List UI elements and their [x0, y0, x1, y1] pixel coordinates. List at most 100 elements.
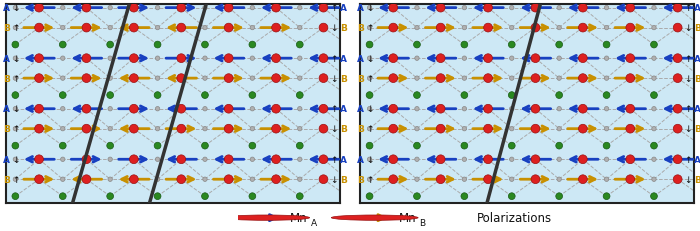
Circle shape: [415, 77, 419, 81]
Circle shape: [155, 57, 160, 61]
Circle shape: [296, 193, 303, 200]
Circle shape: [108, 26, 113, 31]
Circle shape: [650, 92, 657, 99]
Circle shape: [155, 77, 160, 81]
Circle shape: [319, 155, 328, 164]
Circle shape: [82, 24, 91, 33]
Circle shape: [298, 26, 302, 31]
Circle shape: [108, 57, 113, 61]
Circle shape: [177, 55, 186, 63]
Text: A: A: [357, 55, 364, 63]
Circle shape: [368, 127, 372, 131]
Circle shape: [130, 155, 139, 164]
Circle shape: [436, 175, 445, 184]
Text: B: B: [3, 175, 10, 184]
Circle shape: [578, 4, 587, 13]
Circle shape: [35, 24, 43, 33]
Text: ↑: ↑: [685, 4, 692, 13]
Circle shape: [699, 107, 700, 111]
Circle shape: [484, 175, 493, 184]
Circle shape: [604, 57, 609, 61]
Circle shape: [578, 125, 587, 134]
Circle shape: [249, 92, 256, 99]
Text: B: B: [340, 125, 346, 134]
Circle shape: [484, 155, 493, 164]
Circle shape: [531, 155, 540, 164]
Text: Mn: Mn: [398, 211, 416, 224]
Circle shape: [250, 26, 255, 31]
Circle shape: [414, 42, 421, 49]
Circle shape: [699, 26, 700, 31]
Text: A: A: [3, 55, 10, 63]
Circle shape: [12, 143, 19, 149]
Circle shape: [673, 55, 682, 63]
Circle shape: [699, 177, 700, 182]
Circle shape: [461, 42, 468, 49]
Circle shape: [557, 177, 561, 182]
Text: A: A: [357, 4, 364, 13]
Circle shape: [699, 77, 700, 81]
Text: ↓: ↓: [685, 74, 692, 83]
Text: ↓: ↓: [685, 175, 692, 184]
Text: ↑: ↑: [685, 55, 692, 63]
Text: B: B: [694, 175, 700, 184]
Circle shape: [531, 4, 540, 13]
Text: Mn: Mn: [290, 211, 308, 224]
Circle shape: [13, 77, 18, 81]
Circle shape: [203, 127, 207, 131]
Circle shape: [436, 125, 445, 134]
Circle shape: [626, 175, 635, 184]
Circle shape: [61, 77, 65, 81]
Circle shape: [531, 105, 540, 114]
Circle shape: [177, 125, 186, 134]
Circle shape: [673, 24, 682, 33]
Circle shape: [604, 77, 609, 81]
Circle shape: [249, 143, 256, 149]
Text: A: A: [694, 155, 700, 164]
Circle shape: [13, 107, 18, 111]
Circle shape: [177, 105, 186, 114]
Circle shape: [578, 155, 587, 164]
Circle shape: [414, 193, 421, 200]
Circle shape: [673, 74, 682, 83]
Circle shape: [578, 55, 587, 63]
Circle shape: [368, 57, 372, 61]
Circle shape: [298, 107, 302, 111]
Circle shape: [61, 127, 65, 131]
Circle shape: [12, 92, 19, 99]
Text: A: A: [694, 4, 700, 13]
Text: ↑: ↑: [366, 74, 374, 83]
Circle shape: [155, 26, 160, 31]
Circle shape: [415, 177, 419, 182]
Circle shape: [108, 77, 113, 81]
Circle shape: [368, 157, 372, 162]
Circle shape: [224, 155, 233, 164]
Text: ↑: ↑: [12, 24, 20, 33]
Circle shape: [510, 127, 514, 131]
Circle shape: [13, 26, 18, 31]
Text: ↓: ↓: [12, 55, 20, 63]
Circle shape: [389, 24, 398, 33]
Circle shape: [345, 6, 349, 11]
Circle shape: [531, 24, 540, 33]
Circle shape: [61, 6, 65, 11]
Circle shape: [414, 143, 421, 149]
Circle shape: [82, 175, 91, 184]
Circle shape: [154, 143, 161, 149]
Circle shape: [578, 74, 587, 83]
Circle shape: [626, 125, 635, 134]
Circle shape: [224, 175, 233, 184]
Circle shape: [35, 125, 43, 134]
Text: B: B: [3, 74, 10, 83]
Text: ↓: ↓: [330, 74, 337, 83]
Circle shape: [415, 157, 419, 162]
Circle shape: [296, 42, 303, 49]
Circle shape: [484, 74, 493, 83]
Circle shape: [298, 57, 302, 61]
Circle shape: [531, 175, 540, 184]
Text: ↓: ↓: [366, 55, 374, 63]
Circle shape: [203, 57, 207, 61]
Circle shape: [319, 55, 328, 63]
Circle shape: [345, 127, 349, 131]
Circle shape: [626, 155, 635, 164]
